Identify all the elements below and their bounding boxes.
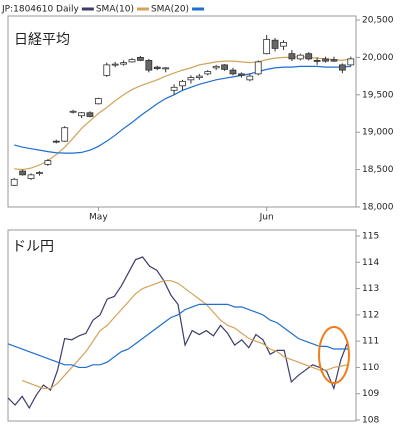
candle-body (162, 67, 170, 70)
candle-body (19, 170, 27, 176)
y-tick-label: 18,000 (362, 203, 394, 213)
x-tick-label: Jun (259, 213, 274, 223)
candle-body (103, 64, 111, 76)
candle-body (246, 75, 254, 81)
legend-label: SMA(10) (96, 5, 134, 15)
candle-body (229, 69, 237, 75)
candle-body (322, 58, 329, 62)
candle-body (263, 39, 271, 55)
candle-body (61, 127, 69, 142)
panel-title: 日経平均 (14, 32, 70, 48)
legend-name: JP:1804610 Daily (1, 5, 80, 15)
y-tick-label: 114 (362, 258, 379, 268)
candle-body (111, 63, 119, 66)
top-frame (7, 15, 357, 208)
y-tick-label: 112 (362, 310, 379, 320)
candle-body (296, 54, 304, 60)
candle-body (330, 59, 338, 62)
candle-body (254, 61, 262, 75)
candle-body (120, 62, 127, 65)
candle-body (271, 39, 279, 49)
candle-body (280, 42, 287, 47)
y-tick-label: 19,500 (362, 90, 394, 100)
candle-body (347, 58, 355, 66)
candle-body (27, 174, 35, 179)
candle-body (170, 86, 178, 91)
candle-body (94, 98, 102, 105)
candle-body (137, 57, 144, 61)
candle-body (204, 71, 212, 75)
panel-title: ドル円 (12, 239, 54, 255)
candle-body (78, 112, 85, 117)
y-tick-label: 18,500 (362, 165, 394, 175)
highlight-circle (318, 326, 350, 384)
candle-body (305, 53, 313, 60)
y-tick-label: 111 (362, 337, 379, 347)
candle-body (128, 59, 136, 63)
candle-body (288, 53, 296, 60)
y-tick-label: 19,000 (362, 128, 394, 138)
candle-body (69, 110, 77, 113)
candle-body (10, 178, 18, 186)
bottom-frame (7, 229, 357, 422)
candle-body (187, 77, 195, 81)
y-tick-label: 110 (362, 363, 379, 373)
series-line (21, 280, 349, 390)
y-tick-label: 20,500 (362, 16, 394, 26)
candle-body (52, 140, 60, 143)
candle-body (195, 75, 203, 78)
candle-body (313, 59, 321, 62)
y-tick-label: 109 (362, 389, 379, 399)
candle-body (153, 66, 161, 70)
candle-body (86, 112, 94, 117)
candle-body (145, 59, 153, 71)
y-tick-label: 115 (362, 232, 379, 242)
y-tick-label: 20,000 (362, 53, 394, 63)
series-line (7, 303, 348, 369)
candle-body (221, 64, 228, 70)
x-tick-label: May (89, 213, 108, 223)
series-line (7, 256, 349, 410)
y-tick-label: 113 (362, 284, 379, 294)
candle-body (238, 73, 245, 76)
legend-label: SMA(20) (151, 5, 189, 15)
candle-body (36, 172, 43, 174)
candle-body (44, 160, 52, 165)
candle-body (212, 65, 220, 69)
y-tick-label: 108 (362, 416, 379, 426)
candle-body (338, 64, 346, 71)
candle-body (179, 80, 186, 87)
